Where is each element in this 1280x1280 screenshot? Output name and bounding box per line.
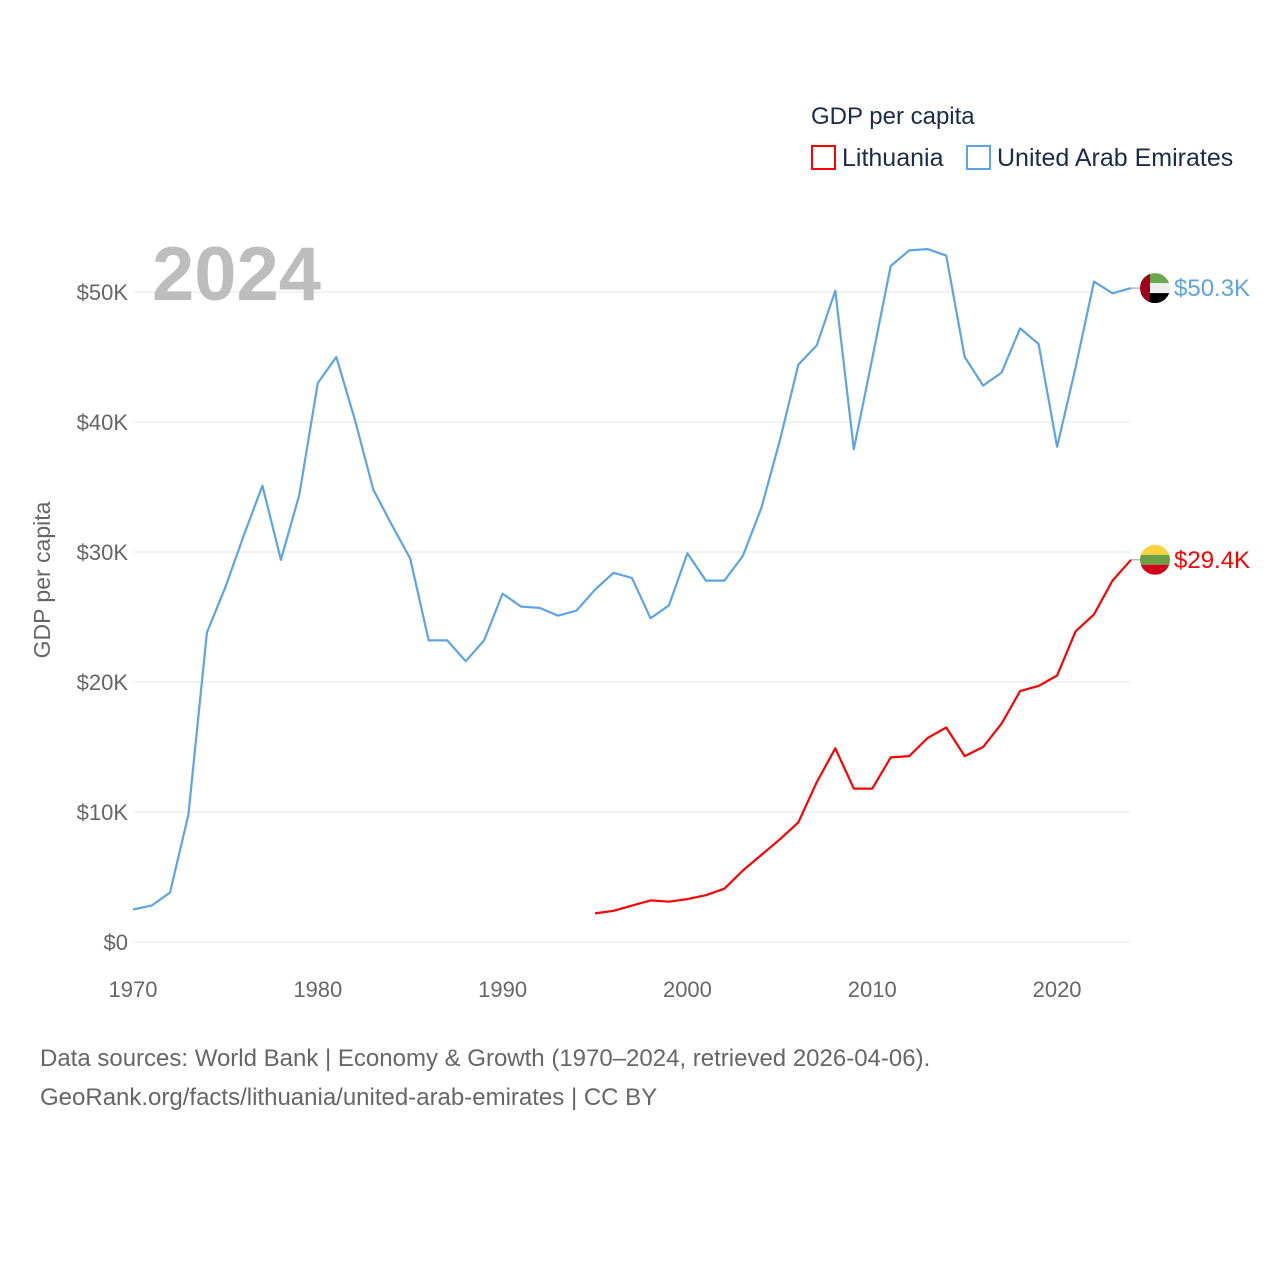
year-overlay: 2024 — [152, 232, 321, 317]
legend-label-lithuania: Lithuania — [842, 144, 944, 172]
series-line-uae — [132, 248, 1132, 911]
footer-sources: Data sources: World Bank | Economy & Gro… — [40, 1045, 931, 1072]
y-axis-ticks: $0 $10K $20K $30K $40K $50K — [77, 280, 129, 955]
y-tick-label: $0 — [104, 930, 128, 955]
y-tick-label: $50K — [77, 280, 129, 305]
y-axis-label: GDP per capita — [29, 501, 55, 658]
legend-swatch-uae — [966, 145, 991, 170]
x-tick-label: 1970 — [109, 977, 158, 1002]
end-value-label: $50.3K — [1174, 275, 1250, 302]
legend-swatch-lithuania — [811, 145, 836, 170]
series-end-labels: $29.4K $50.3K — [1131, 273, 1250, 575]
grid — [133, 291, 1130, 943]
series-line-lithuania — [594, 559, 1132, 915]
y-tick-label: $10K — [77, 800, 129, 825]
x-tick-label: 2020 — [1033, 977, 1082, 1002]
series-lines — [132, 248, 1132, 915]
x-axis-ticks: 1970 1980 1990 2000 2010 2020 — [109, 977, 1082, 1002]
y-tick-label: $20K — [77, 670, 129, 695]
x-tick-label: 2000 — [663, 977, 712, 1002]
lithuania-flag-icon — [1140, 544, 1170, 575]
legend-item-lithuania[interactable]: Lithuania — [811, 144, 944, 172]
y-tick-label: $30K — [77, 540, 129, 565]
legend-label-uae: United Arab Emirates — [997, 144, 1233, 172]
y-tick-label: $40K — [77, 410, 129, 435]
legend-item-uae[interactable]: United Arab Emirates — [966, 144, 1233, 172]
x-tick-label: 1990 — [478, 977, 527, 1002]
footer-link: GeoRank.org/facts/lithuania/united-arab-… — [40, 1084, 658, 1111]
end-value-label: $29.4K — [1174, 547, 1250, 574]
uae-flag-icon — [1140, 273, 1170, 304]
legend-title: GDP per capita — [811, 103, 975, 130]
x-tick-label: 1980 — [293, 977, 342, 1002]
x-tick-label: 2010 — [848, 977, 897, 1002]
